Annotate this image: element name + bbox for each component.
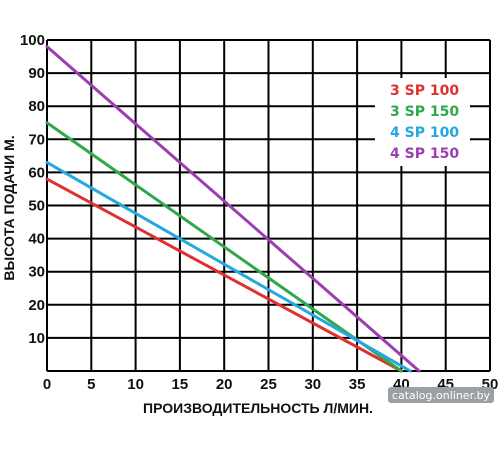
- y-axis-title: ВЫСОТА ПОДАЧИ М.: [1, 135, 17, 280]
- legend-box: [375, 78, 470, 166]
- legend: 3 SP 100 3 SP 150 4 SP 100 4 SP 150: [375, 78, 470, 166]
- y-tick-label: 10: [28, 330, 45, 347]
- series-line-4-sp-150: [45, 45, 421, 373]
- series-line-3-sp-150: [45, 121, 403, 373]
- x-tick-label: 30: [304, 376, 321, 393]
- series-line-4-sp-100: [45, 160, 412, 373]
- watermark-background: [388, 387, 494, 403]
- x-tick-label: 15: [172, 376, 189, 393]
- y-tick-label: 90: [28, 65, 45, 82]
- x-tick-label: 0: [43, 376, 51, 393]
- y-tick-label: 80: [28, 98, 45, 115]
- y-tick-label: 50: [28, 198, 45, 215]
- y-tick-label: 60: [28, 164, 45, 181]
- y-tick-label: 40: [28, 231, 45, 248]
- x-tick-label: 5: [87, 376, 95, 393]
- x-axis-title: ПРОИЗВОДИТЕЛЬНОСТЬ Л/МИН.: [143, 400, 373, 416]
- x-tick-label: 10: [127, 376, 144, 393]
- y-tick-label: 20: [28, 297, 45, 314]
- legend-entry: 3 SP 150: [390, 104, 459, 120]
- y-tick-label: 100: [20, 32, 45, 49]
- x-tick-label: 20: [216, 376, 233, 393]
- y-tick-labels: 10 20 30 40 50 60 70 80 90 100: [20, 32, 45, 347]
- legend-entry: 3 SP 100: [390, 83, 459, 99]
- x-tick-label: 35: [349, 376, 366, 393]
- legend-entry: 4 SP 150: [390, 146, 459, 162]
- legend-entry: 4 SP 100: [390, 125, 459, 141]
- y-tick-label: 70: [28, 131, 45, 148]
- grid: [46, 39, 491, 372]
- x-tick-label: 25: [260, 376, 277, 393]
- series-lines: [45, 45, 421, 373]
- watermark-text: catalog.onliner.by: [392, 389, 491, 402]
- series-line-3-sp-100: [45, 177, 403, 373]
- y-tick-label: 30: [28, 264, 45, 281]
- watermark: catalog.onliner.by: [388, 387, 494, 403]
